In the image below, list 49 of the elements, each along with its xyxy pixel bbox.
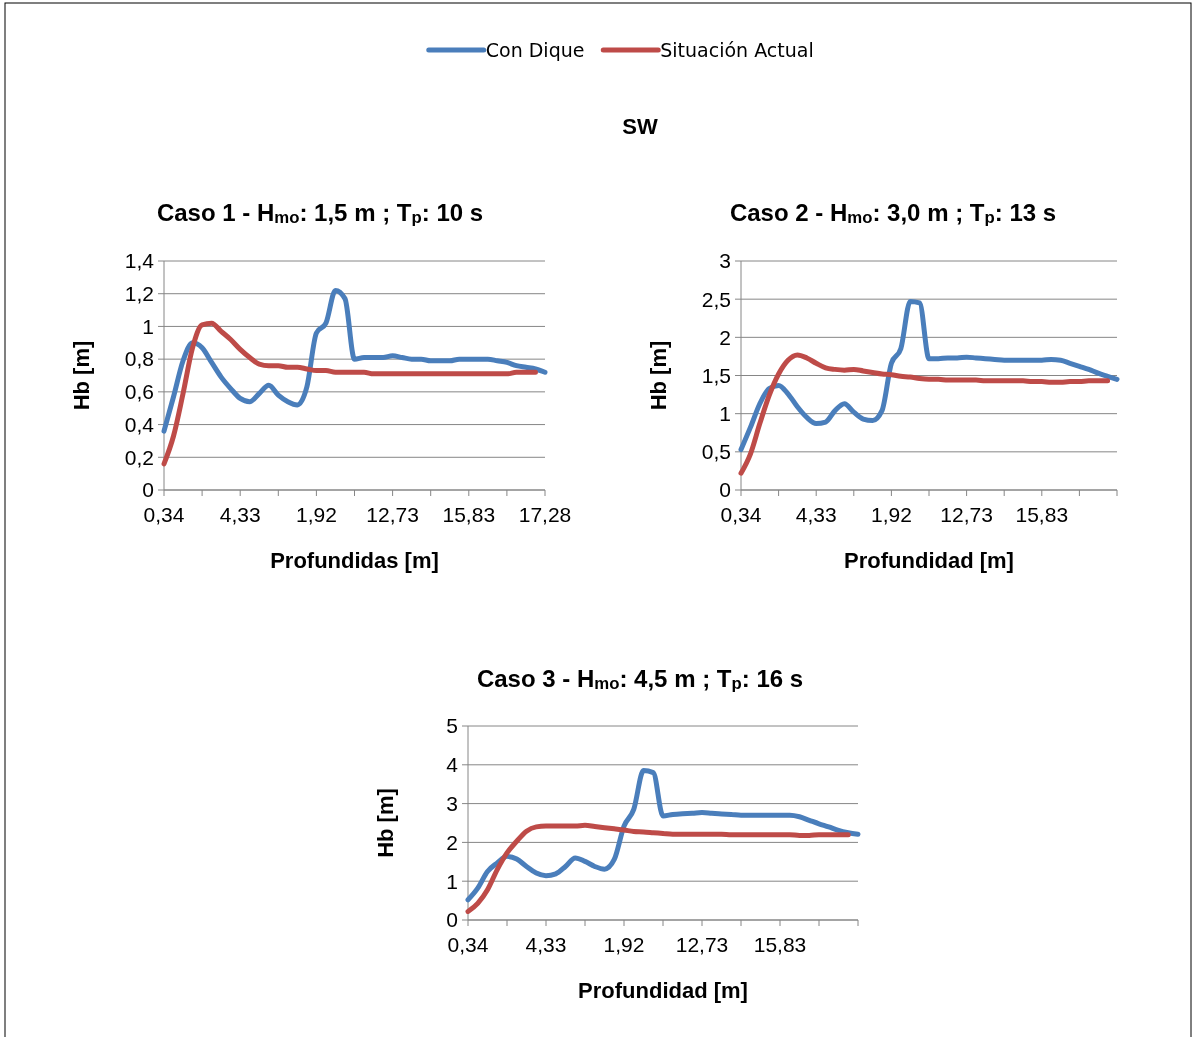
y-tick-label: 1 [142, 314, 154, 338]
x-tick-label: 1,92 [870, 503, 912, 526]
y-tick-label: 3 [446, 791, 458, 815]
y-axis-title: Hb [m] [69, 340, 94, 411]
x-tick-label: 0,34 [720, 503, 762, 526]
chart-title: Caso 3 - H$_{mo}$: 4,5 m ; T$_{p}$: 16 s [476, 665, 804, 693]
y-tick-label: 0,4 [124, 412, 155, 436]
chart-title: Caso 1 - H$_{mo}$: 1,5 m ; T$_{p}$: 10 s [156, 199, 484, 227]
chart-title: Caso 2 - H$_{mo}$: 3,0 m ; T$_{p}$: 13 s [729, 199, 1057, 227]
legend-label: Situación Actual [660, 38, 814, 61]
y-axis-title: Hb [m] [373, 788, 398, 858]
y-tick-label: 1,2 [124, 282, 154, 306]
x-axis-title: Profundidad [m] [578, 978, 748, 1003]
x-tick-label: 4,33 [795, 503, 837, 526]
x-tick-label: 4,33 [525, 933, 567, 956]
x-tick-label: 0,34 [143, 503, 185, 526]
y-tick-label: 1 [446, 869, 458, 893]
x-tick-label: 12,73 [675, 933, 729, 956]
x-tick-label: 0,34 [447, 933, 489, 956]
y-tick-label: 2,5 [701, 287, 731, 311]
x-tick-label: 12,73 [940, 503, 993, 526]
y-tick-label: 3 [719, 249, 731, 273]
x-axis-title: Profundidad [m] [844, 548, 1014, 573]
x-tick-label: 15,83 [753, 933, 807, 956]
x-tick-label: 1,92 [603, 933, 645, 956]
x-tick-label: 15,83 [1015, 503, 1069, 526]
y-tick-label: 0 [719, 478, 731, 502]
y-axis-title: Hb [m] [646, 340, 671, 411]
x-tick-label: 4,33 [219, 503, 261, 526]
y-tick-label: 0,5 [701, 440, 731, 464]
x-tick-label: 17,28 [518, 503, 572, 526]
y-tick-label: 1,4 [124, 249, 155, 273]
y-tick-label: 0,6 [124, 380, 154, 404]
y-tick-label: 0 [142, 478, 154, 502]
y-tick-label: 2 [446, 830, 458, 854]
y-tick-label: 1 [719, 402, 731, 426]
x-tick-label: 15,83 [442, 503, 496, 526]
x-axis-title: Profundidas [m] [270, 548, 439, 573]
y-tick-label: 0,2 [124, 445, 154, 469]
y-tick-label: 1,5 [701, 363, 731, 387]
text: SW [622, 114, 658, 139]
x-tick-label: 12,73 [366, 503, 419, 526]
x-tick-label: 1,92 [295, 503, 337, 526]
y-tick-label: 0 [446, 908, 458, 932]
y-tick-label: 0,8 [124, 347, 154, 371]
y-tick-label: 4 [446, 753, 459, 777]
y-tick-label: 5 [446, 714, 458, 738]
y-tick-label: 2 [719, 325, 731, 349]
legend-label: Con Dique [485, 38, 585, 61]
